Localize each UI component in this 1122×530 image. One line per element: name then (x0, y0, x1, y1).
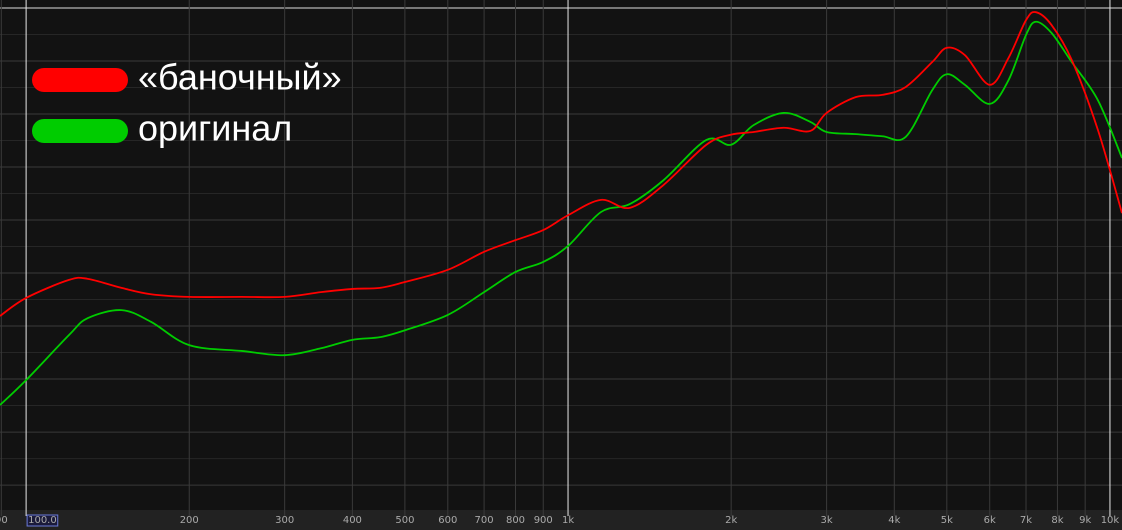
x-tick-label: 500 (395, 515, 414, 526)
x-tick-box (26, 514, 59, 527)
x-tick-label: 600 (438, 515, 457, 526)
legend-label: «баночный» (138, 57, 342, 98)
x-tick-label: 100.0 (28, 515, 57, 526)
x-tick-label: 800 (506, 515, 525, 526)
legend-swatch (32, 119, 128, 143)
x-tick-label: 900 (534, 515, 553, 526)
x-tick-label: 700 (475, 515, 494, 526)
line (0, 11, 1122, 317)
x-tick-label: 200 (180, 515, 199, 526)
x-tick-label: 2k (725, 515, 737, 526)
x-tick-label: 300 (275, 515, 294, 526)
x-tick-label: 6k (984, 515, 996, 526)
x-tick-label: 10k (1101, 515, 1120, 526)
x-tick-label: 9k (1079, 515, 1091, 526)
x-tick-label: 1k (562, 515, 574, 526)
legend-label: оригинал (138, 108, 292, 149)
x-tick-label: 4k (888, 515, 900, 526)
x-tick-label: 5k (941, 515, 953, 526)
x-tick-label: 90 (0, 515, 8, 526)
x-tick-label: 7k (1020, 515, 1032, 526)
x-tick-label: 400 (343, 515, 362, 526)
x-tick-label: 3k (821, 515, 833, 526)
x-tick-label: 8k (1051, 515, 1063, 526)
legend-swatch (32, 68, 128, 92)
axis-bar (0, 510, 1122, 530)
line (0, 20, 1122, 406)
